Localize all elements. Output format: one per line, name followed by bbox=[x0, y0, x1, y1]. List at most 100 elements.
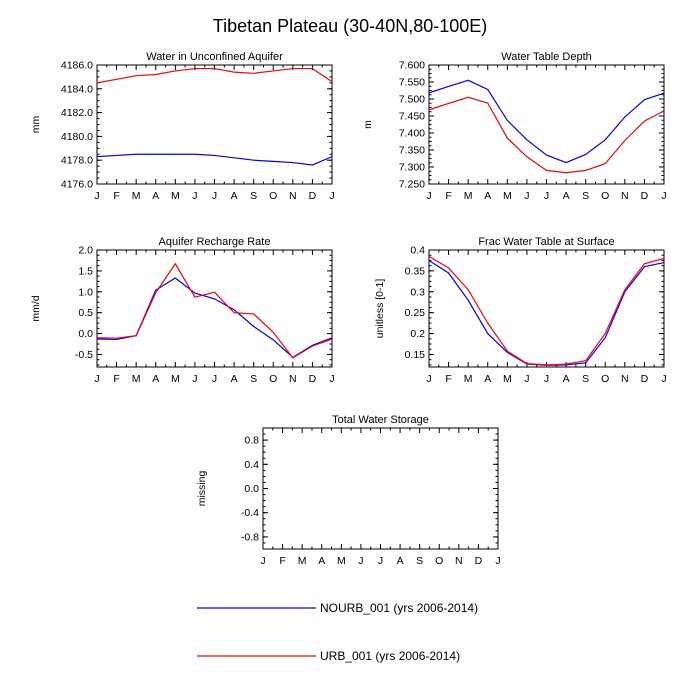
x-tick-label: M bbox=[171, 373, 180, 385]
panel-title: Aquifer Recharge Rate bbox=[159, 236, 271, 248]
x-tick-label: J bbox=[524, 190, 529, 202]
y-tick-label: 7.350 bbox=[399, 145, 425, 157]
series-line-urb-001 bbox=[428, 96, 665, 174]
y-tick-label: 1.0 bbox=[78, 286, 93, 298]
x-tick-label: F bbox=[113, 190, 119, 202]
x-tick-label: M bbox=[503, 190, 512, 202]
y-tick-label: 4178.0 bbox=[61, 155, 93, 167]
legend: NOURB_001 (yrs 2006-2014) URB_001 (yrs 20… bbox=[197, 601, 478, 663]
panel-title: Water Table Depth bbox=[501, 51, 592, 63]
x-tick-label: O bbox=[435, 555, 443, 567]
x-tick-label: A bbox=[484, 190, 491, 202]
y-tick-label: 4186.0 bbox=[61, 60, 93, 72]
figure-title: Tibetan Plateau (30-40N,80-100E) bbox=[213, 16, 488, 36]
x-tick-label: J bbox=[661, 373, 666, 385]
y-tick-label: 0.8 bbox=[244, 435, 259, 447]
x-tick-label: A bbox=[231, 373, 238, 385]
series-line-urb-001 bbox=[96, 262, 333, 359]
x-tick-label: N bbox=[289, 373, 297, 385]
x-tick-label: O bbox=[269, 373, 277, 385]
x-tick-label: F bbox=[113, 373, 119, 385]
x-tick-label: J bbox=[212, 373, 217, 385]
y-tick-label: 0.5 bbox=[78, 307, 93, 319]
x-tick-label: M bbox=[171, 190, 180, 202]
x-tick-label: S bbox=[582, 373, 589, 385]
y-axis-label: missing bbox=[196, 471, 208, 507]
x-tick-label: J bbox=[426, 190, 431, 202]
y-axis-label: mm/d bbox=[30, 295, 42, 321]
x-tick-label: J bbox=[661, 190, 666, 202]
x-tick-label: J bbox=[192, 373, 197, 385]
plot-frame bbox=[428, 64, 665, 185]
y-tick-label: 0.4 bbox=[244, 459, 259, 471]
legend-item-urb-001: URB_001 (yrs 2006-2014) bbox=[197, 649, 460, 663]
x-tick-label: A bbox=[484, 373, 491, 385]
y-tick-label: 0.25 bbox=[405, 307, 426, 319]
legend-label: URB_001 (yrs 2006-2014) bbox=[320, 649, 460, 663]
x-tick-label: A bbox=[231, 190, 238, 202]
x-tick-label: D bbox=[309, 190, 317, 202]
y-axis-label: m bbox=[362, 120, 374, 129]
x-tick-label: J bbox=[426, 373, 431, 385]
x-tick-label: A bbox=[318, 555, 325, 567]
x-tick-label: S bbox=[250, 373, 257, 385]
plot-frame bbox=[96, 249, 333, 368]
x-tick-label: F bbox=[445, 373, 451, 385]
panel-title: Frac Water Table at Surface bbox=[478, 236, 614, 248]
panel-title: Total Water Storage bbox=[332, 414, 429, 426]
series-line-urb-001 bbox=[96, 67, 333, 84]
x-tick-label: S bbox=[250, 190, 257, 202]
x-tick-label: M bbox=[503, 373, 512, 385]
x-tick-label: D bbox=[475, 555, 483, 567]
y-tick-label: 0.0 bbox=[244, 483, 259, 495]
x-tick-label: J bbox=[192, 190, 197, 202]
x-tick-label: M bbox=[464, 190, 473, 202]
y-tick-label: 0.3 bbox=[410, 286, 425, 298]
x-tick-label: S bbox=[416, 555, 423, 567]
y-tick-label: -0.4 bbox=[241, 507, 259, 519]
x-tick-label: A bbox=[397, 555, 404, 567]
plot-frame bbox=[428, 249, 665, 368]
y-tick-label: -0.8 bbox=[241, 531, 259, 543]
x-tick-label: D bbox=[641, 190, 649, 202]
x-tick-label: O bbox=[601, 190, 609, 202]
x-tick-label: J bbox=[260, 555, 265, 567]
x-tick-label: A bbox=[563, 373, 570, 385]
y-tick-label: 7.250 bbox=[399, 179, 425, 191]
x-tick-label: D bbox=[309, 373, 317, 385]
x-tick-label: J bbox=[544, 190, 549, 202]
x-tick-label: O bbox=[269, 190, 277, 202]
x-tick-label: A bbox=[563, 190, 570, 202]
legend-item-nourb-001: NOURB_001 (yrs 2006-2014) bbox=[197, 601, 478, 615]
y-tick-label: 7.550 bbox=[399, 77, 425, 89]
series-line-nourb-001 bbox=[428, 259, 665, 366]
x-tick-label: M bbox=[132, 373, 141, 385]
x-tick-label: S bbox=[582, 190, 589, 202]
y-axis-label: mm bbox=[30, 116, 42, 134]
x-tick-label: J bbox=[524, 373, 529, 385]
x-tick-label: J bbox=[94, 373, 99, 385]
x-tick-label: F bbox=[445, 190, 451, 202]
y-tick-label: 1.5 bbox=[78, 265, 93, 277]
x-tick-label: J bbox=[94, 190, 99, 202]
plot-frame bbox=[96, 64, 333, 185]
x-tick-label: M bbox=[132, 190, 141, 202]
x-tick-label: J bbox=[329, 190, 334, 202]
x-tick-label: J bbox=[378, 555, 383, 567]
x-tick-label: N bbox=[621, 190, 629, 202]
y-tick-label: 4180.0 bbox=[61, 131, 93, 143]
x-tick-label: N bbox=[289, 190, 297, 202]
legend-label: NOURB_001 (yrs 2006-2014) bbox=[320, 601, 478, 615]
y-tick-label: 2.0 bbox=[78, 245, 93, 257]
series-line-nourb-001 bbox=[96, 153, 333, 166]
y-tick-label: 4176.0 bbox=[61, 179, 93, 191]
x-tick-label: D bbox=[641, 373, 649, 385]
y-tick-label: 7.500 bbox=[399, 94, 425, 106]
x-tick-label: J bbox=[544, 373, 549, 385]
x-tick-label: N bbox=[455, 555, 463, 567]
